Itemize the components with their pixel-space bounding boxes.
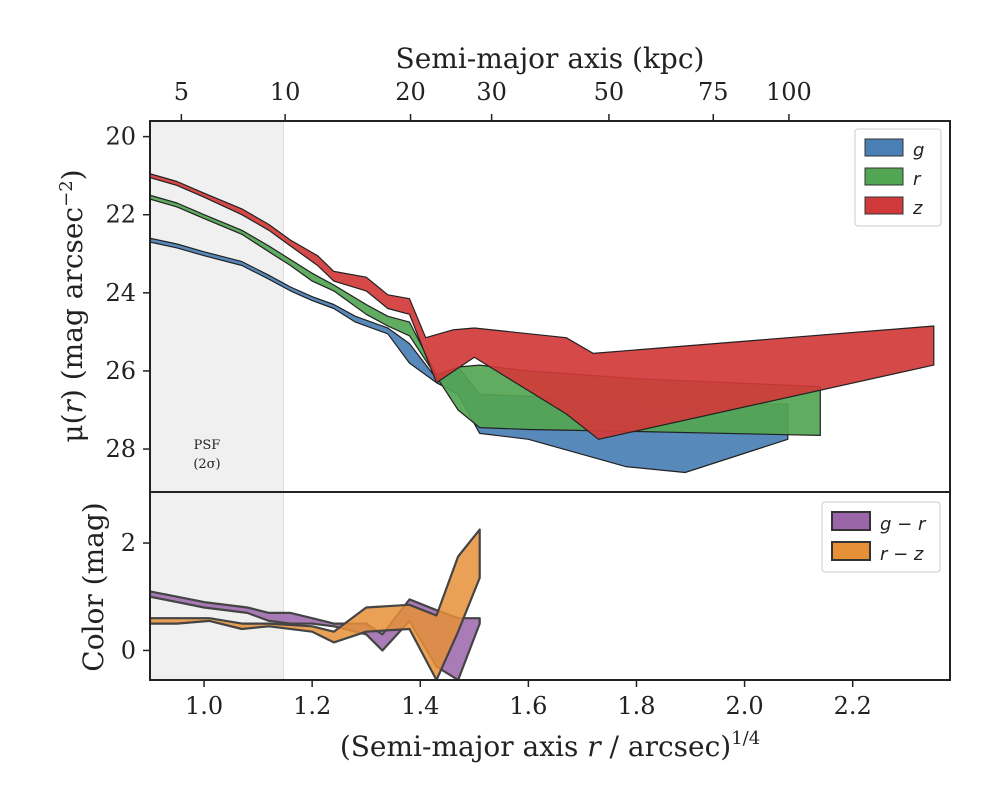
y-axis-label-top: μ(r) (mag arcsec−2) <box>56 169 89 442</box>
top-tick-label: 100 <box>766 78 812 106</box>
top-tick-label: 20 <box>395 78 426 106</box>
x-tick-label: 1.6 <box>509 692 547 720</box>
x-tick-label: 2.0 <box>726 692 764 720</box>
y-axis-label-bottom: Color (mag) <box>77 502 110 671</box>
legend-label: g <box>913 140 924 161</box>
legend-label: r − z <box>880 544 924 565</box>
color-y-tick-label: 0 <box>121 636 136 664</box>
x-tick-label: 1.4 <box>401 692 439 720</box>
band-r <box>150 194 821 436</box>
x-tick-label: 2.2 <box>834 692 872 720</box>
legend-label: z <box>912 198 923 219</box>
band-z <box>150 173 935 440</box>
y-tick-label: 28 <box>105 435 136 463</box>
band-legend: grz <box>854 128 942 227</box>
x-axis-label: (Semi-major axis r / arcsec)1/4 <box>340 728 760 763</box>
psf-sigma-label: (2σ) <box>193 457 220 472</box>
y-tick-label: 24 <box>105 279 136 307</box>
top-tick-label: 50 <box>594 78 625 106</box>
top-axis-label: Semi-major axis (kpc) <box>396 42 705 75</box>
y-tick-label: 26 <box>105 357 136 385</box>
legend-swatch <box>864 167 904 186</box>
y-tick-label: 22 <box>105 201 136 229</box>
x-tick-label: 1.2 <box>293 692 331 720</box>
top-tick-label: 5 <box>174 78 189 106</box>
legend-label: g − r <box>880 514 927 535</box>
psf-region <box>150 121 284 680</box>
x-tick-label: 1.8 <box>617 692 655 720</box>
top-tick-label: 30 <box>476 78 507 106</box>
psf-label: PSF <box>194 438 221 453</box>
legend-swatch <box>864 196 904 215</box>
y-tick-label: 20 <box>105 123 136 151</box>
bottom-panel-frame <box>149 491 951 681</box>
x-tick-label: 1.0 <box>185 692 223 720</box>
legend-swatch <box>831 541 871 561</box>
color-y-tick-label: 2 <box>121 529 136 557</box>
legend-swatch <box>831 511 871 531</box>
legend-swatch <box>864 138 904 157</box>
legend-label: r <box>913 169 922 190</box>
color-band-g-r <box>150 590 481 680</box>
color-legend: g − r r − z <box>821 501 941 573</box>
top-tick-label: 10 <box>270 78 301 106</box>
top-tick-label: 75 <box>698 78 729 106</box>
color-band-r-z <box>150 528 481 680</box>
